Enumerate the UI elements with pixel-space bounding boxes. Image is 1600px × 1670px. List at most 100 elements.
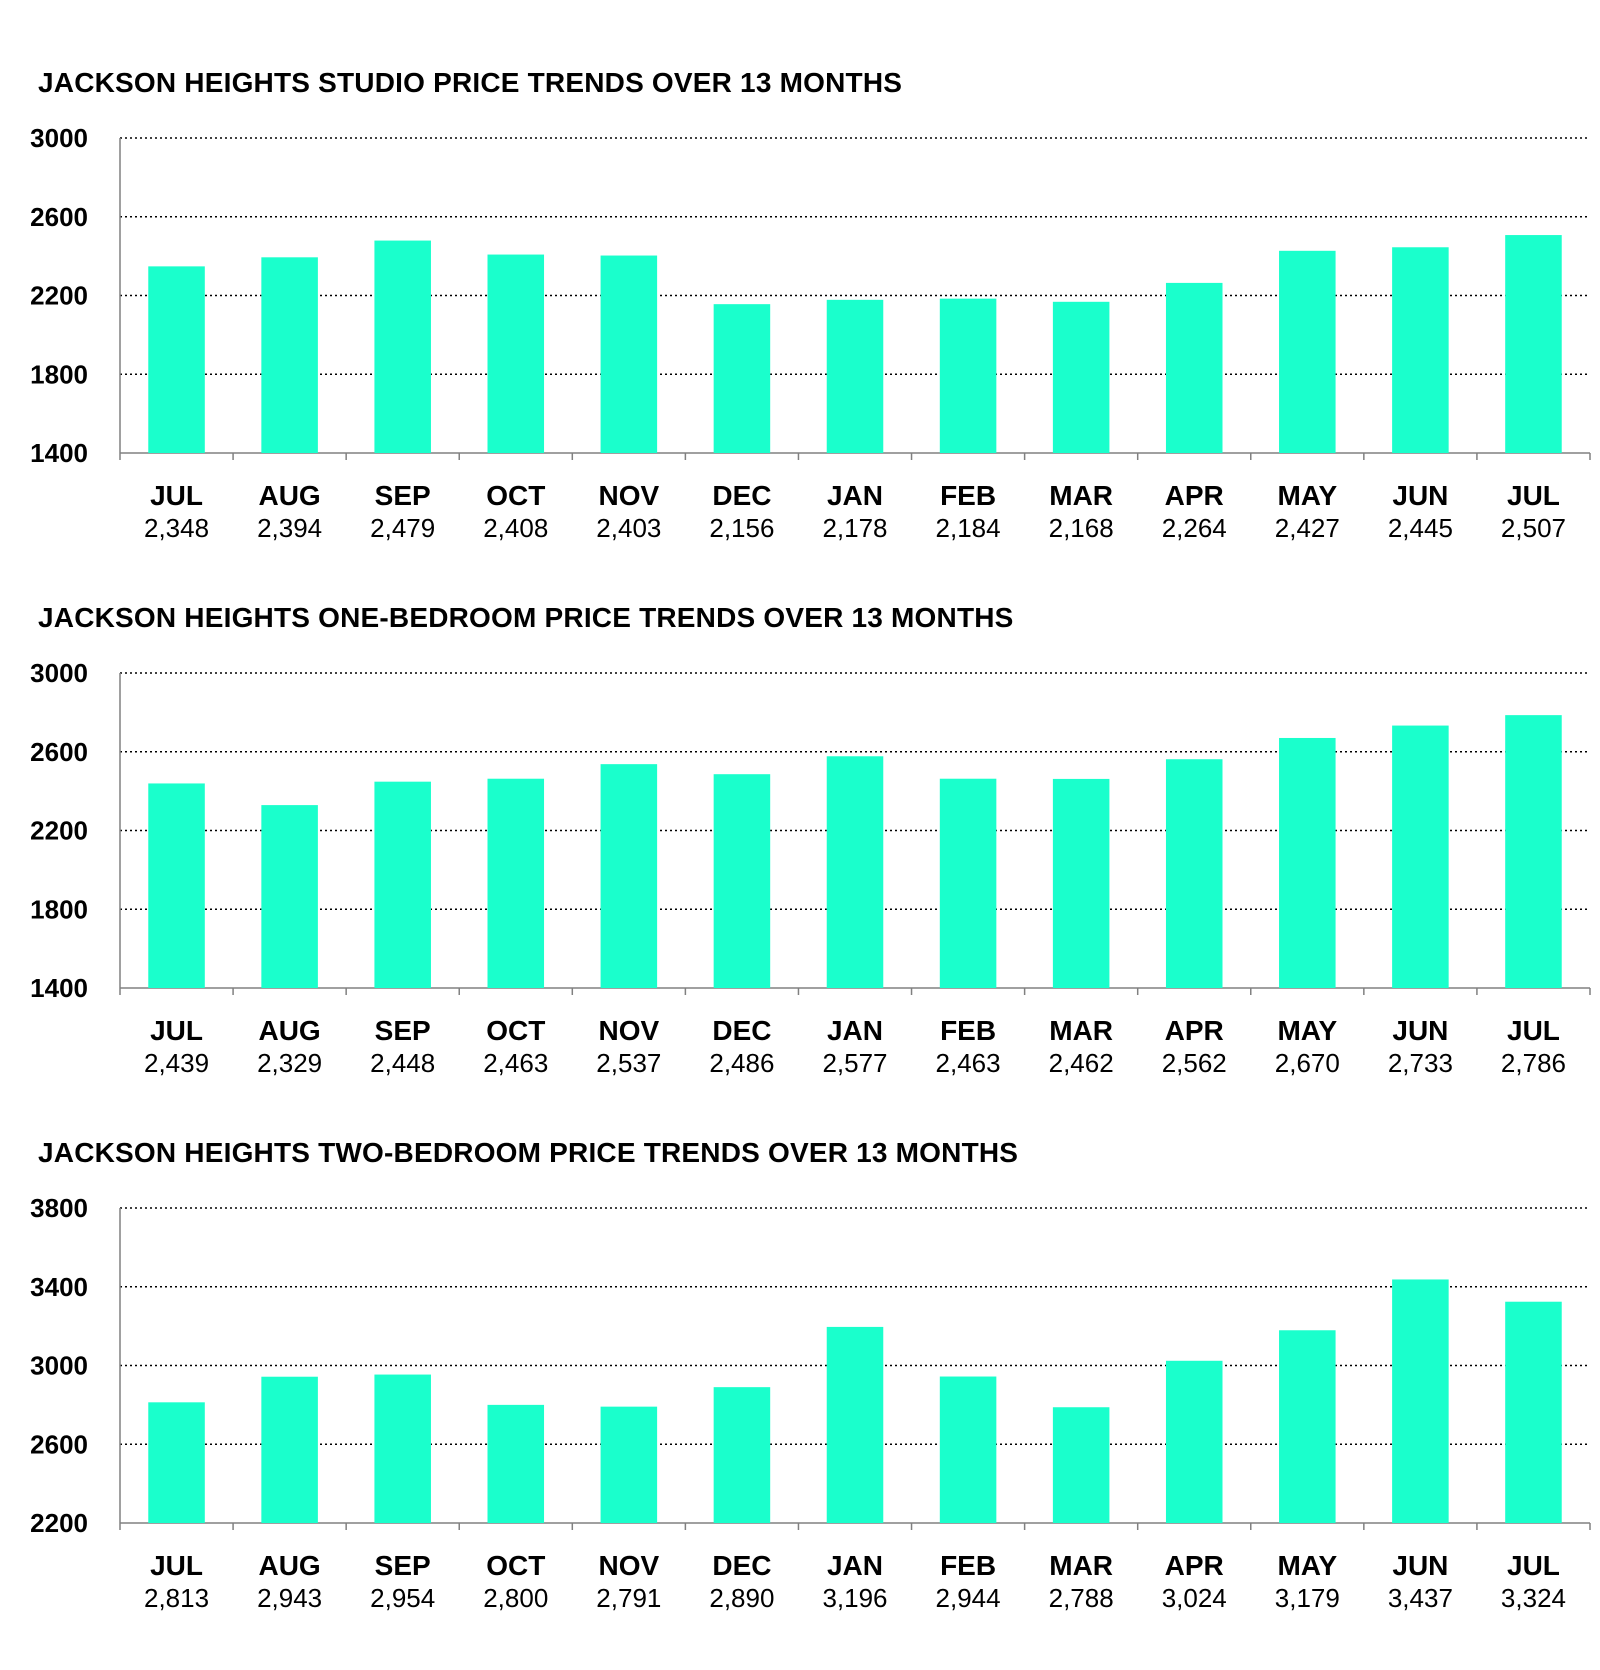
bar — [487, 1404, 545, 1523]
bar — [1052, 778, 1110, 988]
x-category-label: AUG — [258, 480, 320, 511]
two-bedroom-bar-chart: 38003400300026002200JUL2,813AUG2,943SEP2… — [30, 1193, 1591, 1613]
studio-chart-panel: JACKSON HEIGHTS STUDIO PRICE TRENDS OVER… — [0, 40, 1600, 560]
y-tick-label: 2200 — [30, 1508, 88, 1538]
bar — [600, 764, 658, 988]
x-category-label: OCT — [486, 480, 545, 511]
value-label: 3,024 — [1162, 1583, 1227, 1613]
bar — [600, 1406, 658, 1523]
bar — [1052, 301, 1110, 453]
x-category-label: JUL — [150, 1550, 203, 1581]
value-label: 2,537 — [596, 1048, 661, 1078]
bar — [600, 255, 658, 453]
value-label: 2,479 — [370, 513, 435, 543]
value-label: 2,670 — [1275, 1048, 1340, 1078]
value-label: 2,394 — [257, 513, 322, 543]
value-label: 2,786 — [1501, 1048, 1566, 1078]
bar — [1279, 1330, 1336, 1523]
chart-title: JACKSON HEIGHTS STUDIO PRICE TRENDS OVER… — [38, 67, 903, 98]
value-label: 2,439 — [144, 1048, 209, 1078]
bar — [1165, 1360, 1223, 1523]
value-label: 2,408 — [483, 513, 548, 543]
y-tick-label: 1800 — [30, 894, 88, 924]
bar — [1165, 759, 1223, 988]
value-label: 2,800 — [483, 1583, 548, 1613]
x-category-label: JUN — [1392, 480, 1448, 511]
bar — [826, 1326, 884, 1523]
x-category-label: FEB — [940, 1550, 996, 1581]
x-category-label: NOV — [599, 1015, 660, 1046]
value-label: 2,264 — [1162, 513, 1227, 543]
y-tick-label: 2600 — [30, 737, 88, 767]
y-tick-label: 2600 — [30, 1429, 88, 1459]
bar — [1052, 1407, 1110, 1523]
x-category-label: JAN — [827, 1550, 883, 1581]
value-label: 2,329 — [257, 1048, 322, 1078]
x-category-label: MAR — [1049, 1550, 1113, 1581]
y-tick-label: 3400 — [30, 1272, 88, 1302]
bar — [261, 257, 318, 453]
x-category-label: NOV — [599, 480, 660, 511]
y-tick-label: 3000 — [30, 123, 88, 153]
value-label: 2,486 — [709, 1048, 774, 1078]
value-label: 2,788 — [1049, 1583, 1114, 1613]
value-label: 2,733 — [1388, 1048, 1453, 1078]
x-category-label: SEP — [375, 1550, 431, 1581]
value-label: 2,507 — [1501, 513, 1566, 543]
one-bedroom-chart-panel: JACKSON HEIGHTS ONE-BEDROOM PRICE TRENDS… — [0, 575, 1600, 1095]
value-label: 2,403 — [596, 513, 661, 543]
x-category-label: MAR — [1049, 480, 1113, 511]
x-category-label: AUG — [258, 1550, 320, 1581]
x-category-label: DEC — [712, 1015, 771, 1046]
x-category-label: NOV — [599, 1550, 660, 1581]
bar — [713, 304, 771, 453]
x-category-label: JUL — [150, 1015, 203, 1046]
y-tick-label: 3800 — [30, 1193, 88, 1223]
bar — [374, 240, 431, 453]
x-category-label: JUL — [150, 480, 203, 511]
bar — [1505, 235, 1562, 453]
value-label: 2,463 — [936, 1048, 1001, 1078]
value-label: 2,562 — [1162, 1048, 1227, 1078]
x-category-label: MAY — [1277, 480, 1337, 511]
bar — [374, 1374, 431, 1523]
chart-title: JACKSON HEIGHTS TWO-BEDROOM PRICE TRENDS… — [38, 1137, 1019, 1168]
y-tick-label: 2200 — [30, 816, 88, 846]
x-category-label: OCT — [486, 1015, 545, 1046]
bar — [148, 266, 205, 453]
chart-title: JACKSON HEIGHTS ONE-BEDROOM PRICE TRENDS… — [38, 602, 1014, 633]
bar — [487, 254, 545, 453]
bar — [1279, 250, 1336, 453]
value-label: 2,427 — [1275, 513, 1340, 543]
x-category-label: FEB — [940, 1015, 996, 1046]
x-category-label: JAN — [827, 1015, 883, 1046]
value-label: 2,348 — [144, 513, 209, 543]
bar — [1392, 247, 1449, 453]
bar — [826, 756, 884, 988]
bar — [939, 1376, 997, 1523]
x-category-label: APR — [1165, 1015, 1224, 1046]
y-tick-label: 1400 — [30, 973, 88, 1003]
value-label: 2,168 — [1049, 513, 1114, 543]
x-category-label: MAY — [1277, 1015, 1337, 1046]
x-category-label: JUN — [1392, 1015, 1448, 1046]
bar — [939, 778, 997, 988]
value-label: 2,791 — [596, 1583, 661, 1613]
bar — [374, 781, 431, 988]
value-label: 2,954 — [370, 1583, 435, 1613]
x-category-label: JUL — [1507, 1015, 1560, 1046]
x-category-label: DEC — [712, 1550, 771, 1581]
y-tick-label: 2200 — [30, 281, 88, 311]
value-label: 2,890 — [709, 1583, 774, 1613]
bar — [148, 1402, 205, 1523]
bar — [148, 783, 205, 988]
value-label: 3,324 — [1501, 1583, 1566, 1613]
value-label: 2,156 — [709, 513, 774, 543]
bar — [713, 1387, 771, 1523]
value-label: 2,462 — [1049, 1048, 1114, 1078]
value-label: 3,196 — [822, 1583, 887, 1613]
x-category-label: APR — [1165, 480, 1224, 511]
x-category-label: MAY — [1277, 1550, 1337, 1581]
value-label: 2,463 — [483, 1048, 548, 1078]
value-label: 2,448 — [370, 1048, 435, 1078]
